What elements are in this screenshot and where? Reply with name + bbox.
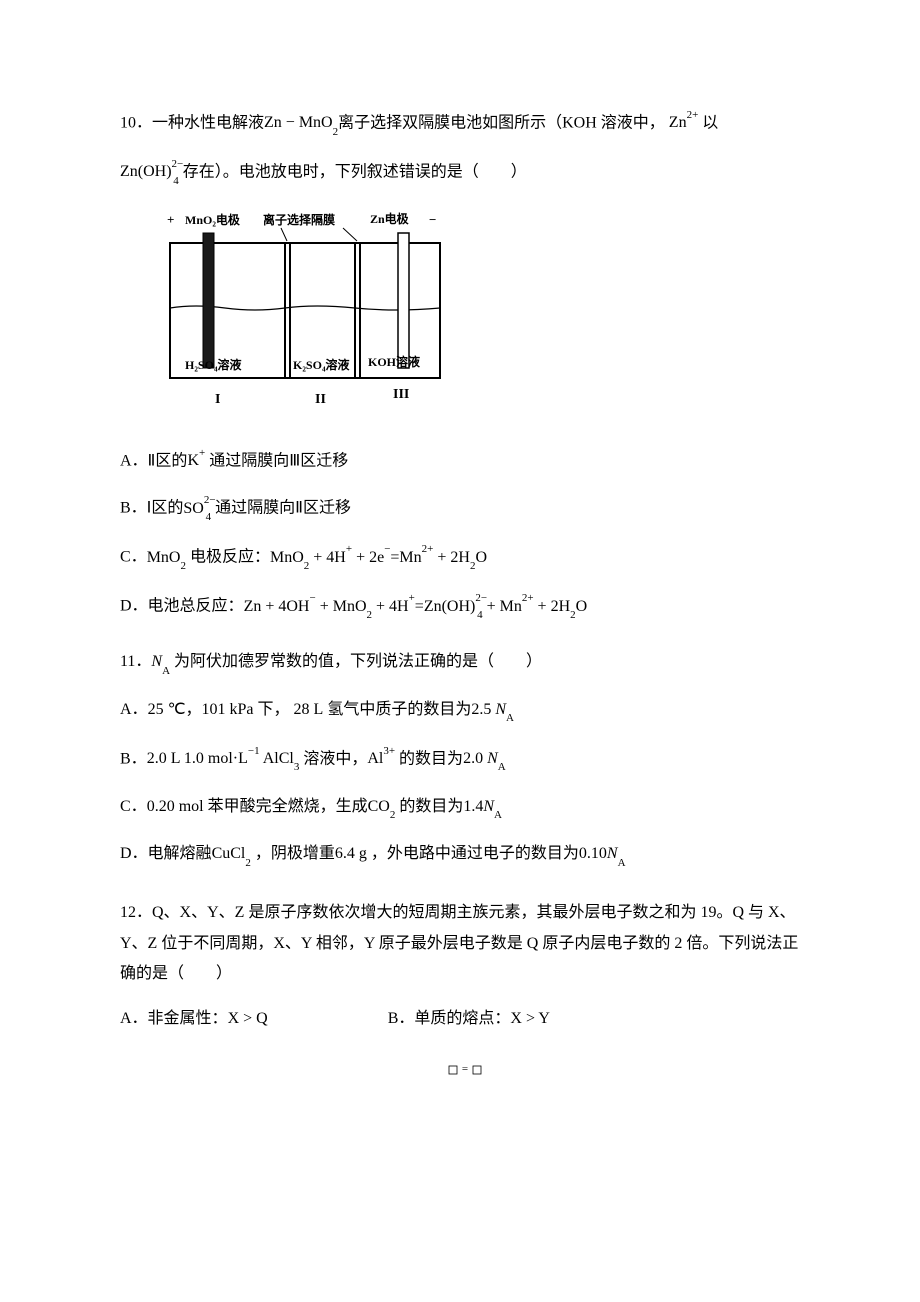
text: 溶液中， xyxy=(597,114,669,131)
q10-option-d: D．电池总反应：Zn + 4OH− + MnO2 + 4H+=Zn(OH)2−4… xyxy=(120,593,810,620)
question-12: 12．Q、X、Y、Z 是原子序数依次增大的短周期主族元素，其最外层电子数之和为 … xyxy=(120,898,810,1031)
q11-option-c: C．0.20 mol 苯甲酸完全燃烧，生成CO2 的数目为1.4NA xyxy=(120,795,810,821)
svg-text:K₂SO₄溶液: K₂SO₄溶液 xyxy=(293,357,350,372)
text: 10．一种水性电解液 xyxy=(120,114,264,131)
q12-option-b: B．单质的熔点：X > Y xyxy=(388,1007,550,1031)
square-icon xyxy=(448,1065,458,1075)
svg-text:KOH溶液: KOH溶液 xyxy=(368,354,420,369)
svg-text:−: − xyxy=(429,212,436,227)
text: 以 xyxy=(698,114,718,131)
page-mark-text: = xyxy=(462,1061,468,1078)
q10-diagram: + MnO₂电极 离子选择隔膜 Zn电极 − H₂SO₄溶液 K₂SO₄溶液 K… xyxy=(155,208,810,418)
text: 11． xyxy=(120,653,151,670)
text: 2.0 L 1.0 mol·L−1 AlCl3 xyxy=(147,750,300,767)
equation-c: MnO2 + 4H+ + 2e−=Mn2+ + 2H2O xyxy=(270,549,487,566)
svg-text:离子选择隔膜: 离子选择隔膜 xyxy=(263,212,335,227)
q10-intro-line2: Zn(OH)2−4 存在）。电池放电时，下列叙述错误的是（ ） xyxy=(120,159,810,186)
formula-mno2: MnO2 xyxy=(147,549,186,566)
q12-intro: 12．Q、X、Y、Z 是原子序数依次增大的短周期主族元素，其最外层电子数之和为 … xyxy=(120,898,810,989)
formula-zn-mno2: Zn − MnO2 xyxy=(264,114,338,131)
text: 通过隔膜向Ⅲ区迁移 xyxy=(205,452,348,469)
na-symbol: N xyxy=(151,653,162,670)
text: 为阿伏加德罗常数的值，下列说法正确的是（ ） xyxy=(170,653,542,670)
q12-option-a: A．非金属性：X > Q xyxy=(120,1007,268,1031)
text: 苯甲酸完全燃烧，生成 xyxy=(204,798,368,815)
formula-co2: CO2 xyxy=(368,798,396,815)
text: C． xyxy=(120,798,147,815)
text: D．电解熔融 xyxy=(120,845,212,862)
q10-intro-line1: 10．一种水性电解液Zn − MnO2离子选择双隔膜电池如图所示（KOH 溶液中… xyxy=(120,110,810,137)
text: 电极反应： xyxy=(186,549,270,566)
text: 通过隔膜向Ⅱ区迁移 xyxy=(211,500,351,517)
q12-options-ab: A．非金属性：X > Q B．单质的熔点：X > Y xyxy=(120,1007,810,1031)
value: 0.10NA xyxy=(579,845,626,862)
question-11: 11．NA 为阿伏加德罗常数的值，下列说法正确的是（ ） A．25 ℃，101 … xyxy=(120,650,810,868)
value: 2.0 NA xyxy=(463,750,506,767)
svg-text:MnO₂电极: MnO₂电极 xyxy=(185,212,241,227)
battery-diagram-svg: + MnO₂电极 离子选择隔膜 Zn电极 − H₂SO₄溶液 K₂SO₄溶液 K… xyxy=(155,208,465,418)
text: ，外电路中通过电子的数目为 xyxy=(367,845,579,862)
svg-text:Zn电极: Zn电极 xyxy=(370,211,410,226)
equation-d: Zn + 4OH− + MnO2 + 4H+=Zn(OH)2−4 + Mn2+ … xyxy=(244,598,588,615)
text: ，阴极增重 xyxy=(251,845,335,862)
text: 6.4 g xyxy=(335,845,367,862)
text: B． xyxy=(120,750,147,767)
formula-so4: SO2−4 xyxy=(183,500,211,517)
q10-option-c: C．MnO2 电极反应：MnO2 + 4H+ + 2e−=Mn2+ + 2H2O xyxy=(120,544,810,571)
formula-koh: KOH xyxy=(562,114,597,131)
text: 氢气中质子的数目为 xyxy=(323,701,471,718)
formula-znoh4: Zn(OH)2−4 xyxy=(120,163,179,180)
q11-option-a: A．25 ℃，101 kPa 下， 28 L 氢气中质子的数目为2.5 NA xyxy=(120,698,810,724)
text: 离子选择双隔膜电池如图所示（ xyxy=(338,114,562,131)
text: A．Ⅱ区的 xyxy=(120,452,187,469)
text: A． xyxy=(120,701,148,718)
text: B．Ⅰ区的 xyxy=(120,500,183,517)
text: 溶液中， xyxy=(299,750,367,767)
page-mark: = xyxy=(120,1061,810,1078)
text: 25 ℃，101 kPa 下， 28 L xyxy=(148,701,324,718)
q10-option-a: A．Ⅱ区的K+ 通过隔膜向Ⅲ区迁移 xyxy=(120,448,810,473)
square-icon xyxy=(472,1065,482,1075)
text: 的数目为 xyxy=(395,750,463,767)
q11-option-b: B．2.0 L 1.0 mol·L−1 AlCl3 溶液中，Al3+ 的数目为2… xyxy=(120,746,810,773)
svg-text:III: III xyxy=(393,387,409,402)
text: 0.20 mol xyxy=(147,798,204,815)
formula-al3plus: Al3+ xyxy=(367,750,395,767)
value: 2.5 NA xyxy=(471,701,514,718)
formula-k-plus: K+ xyxy=(187,452,205,469)
formula-cucl2: CuCl2 xyxy=(212,845,251,862)
q10-option-b: B．Ⅰ区的SO2−4 通过隔膜向Ⅱ区迁移 xyxy=(120,495,810,522)
question-10: 10．一种水性电解液Zn − MnO2离子选择双隔膜电池如图所示（KOH 溶液中… xyxy=(120,110,810,620)
svg-text:I: I xyxy=(215,392,220,407)
text: 的数目为 xyxy=(395,798,463,815)
svg-text:II: II xyxy=(315,392,326,407)
q11-intro: 11．NA 为阿伏加德罗常数的值，下列说法正确的是（ ） xyxy=(120,650,810,676)
text: 存在）。电池放电时，下列叙述错误的是（ ） xyxy=(179,163,527,180)
text: C． xyxy=(120,549,147,566)
q11-option-d: D．电解熔融CuCl2 ，阴极增重6.4 g ，外电路中通过电子的数目为0.10… xyxy=(120,842,810,868)
svg-text:H₂SO₄溶液: H₂SO₄溶液 xyxy=(185,357,242,372)
svg-text:+: + xyxy=(167,212,174,227)
formula-zn2plus: Zn2+ xyxy=(669,114,699,131)
text: D．电池总反应： xyxy=(120,598,244,615)
value: 1.4NA xyxy=(463,798,502,815)
